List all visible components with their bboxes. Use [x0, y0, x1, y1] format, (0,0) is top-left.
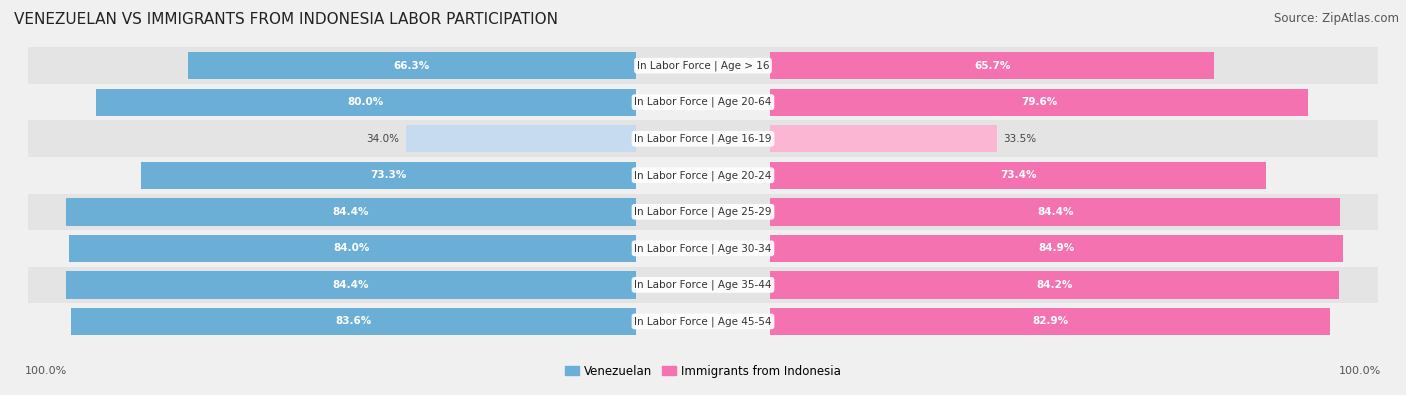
Text: In Labor Force | Age 20-64: In Labor Force | Age 20-64: [634, 97, 772, 107]
Bar: [770, 88, 1308, 116]
Text: 84.4%: 84.4%: [1038, 207, 1074, 217]
Bar: [770, 271, 1339, 299]
Bar: [28, 157, 1378, 194]
Bar: [770, 198, 1340, 226]
Bar: [28, 47, 1378, 84]
Bar: [66, 271, 636, 299]
Text: 34.0%: 34.0%: [367, 134, 399, 144]
Bar: [28, 194, 1378, 230]
Bar: [66, 198, 636, 226]
Text: 84.9%: 84.9%: [1039, 243, 1076, 253]
Bar: [28, 267, 1378, 303]
Bar: [28, 120, 1378, 157]
Text: In Labor Force | Age 45-54: In Labor Force | Age 45-54: [634, 316, 772, 327]
Text: 80.0%: 80.0%: [347, 97, 384, 107]
Text: 84.4%: 84.4%: [332, 280, 368, 290]
Bar: [96, 88, 636, 116]
Text: 82.9%: 82.9%: [1032, 316, 1069, 326]
Text: 100.0%: 100.0%: [1339, 366, 1381, 376]
Bar: [72, 308, 636, 335]
Text: 84.2%: 84.2%: [1036, 280, 1073, 290]
Text: In Labor Force | Age 35-44: In Labor Force | Age 35-44: [634, 280, 772, 290]
Text: In Labor Force | Age > 16: In Labor Force | Age > 16: [637, 60, 769, 71]
Text: In Labor Force | Age 30-34: In Labor Force | Age 30-34: [634, 243, 772, 254]
Bar: [28, 230, 1378, 267]
Text: 79.6%: 79.6%: [1021, 97, 1057, 107]
Text: 66.3%: 66.3%: [394, 61, 430, 71]
Bar: [141, 162, 636, 189]
Bar: [770, 162, 1265, 189]
Text: 84.0%: 84.0%: [333, 243, 370, 253]
Text: Source: ZipAtlas.com: Source: ZipAtlas.com: [1274, 12, 1399, 25]
Text: 33.5%: 33.5%: [1004, 134, 1036, 144]
Text: In Labor Force | Age 16-19: In Labor Force | Age 16-19: [634, 134, 772, 144]
Bar: [770, 235, 1344, 262]
Text: 73.3%: 73.3%: [370, 170, 406, 180]
Legend: Venezuelan, Immigrants from Indonesia: Venezuelan, Immigrants from Indonesia: [562, 361, 844, 381]
Bar: [406, 125, 636, 152]
Text: In Labor Force | Age 20-24: In Labor Force | Age 20-24: [634, 170, 772, 181]
Text: 100.0%: 100.0%: [25, 366, 67, 376]
Text: 84.4%: 84.4%: [332, 207, 368, 217]
Bar: [770, 308, 1330, 335]
Text: VENEZUELAN VS IMMIGRANTS FROM INDONESIA LABOR PARTICIPATION: VENEZUELAN VS IMMIGRANTS FROM INDONESIA …: [14, 12, 558, 27]
Bar: [188, 52, 636, 79]
Bar: [69, 235, 636, 262]
Bar: [770, 125, 997, 152]
Bar: [28, 84, 1378, 120]
Bar: [770, 52, 1213, 79]
Text: 65.7%: 65.7%: [974, 61, 1011, 71]
Text: 73.4%: 73.4%: [1000, 170, 1036, 180]
Text: 83.6%: 83.6%: [335, 316, 371, 326]
Text: In Labor Force | Age 25-29: In Labor Force | Age 25-29: [634, 207, 772, 217]
Bar: [28, 303, 1378, 340]
